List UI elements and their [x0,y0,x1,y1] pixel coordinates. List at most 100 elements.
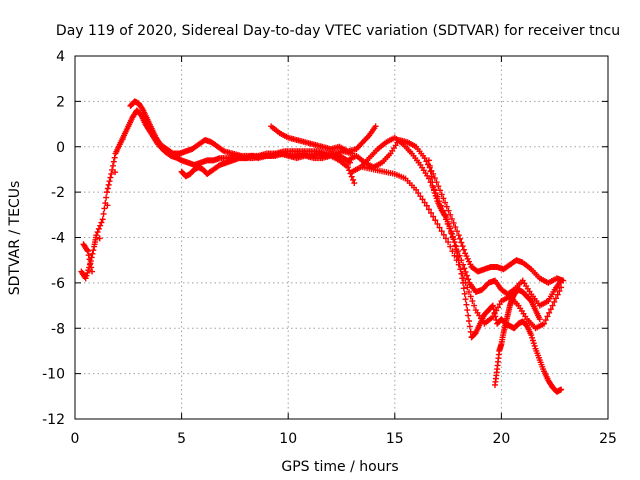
x-tick-label: 20 [492,431,510,447]
data-point [431,175,438,182]
data-point [465,312,472,319]
data-point [436,224,443,231]
y-tick-label: -10 [42,367,65,383]
data-point [494,304,501,311]
data-point [542,317,549,324]
data-point [101,205,108,212]
data-point [448,230,455,237]
data-point [89,268,96,275]
data-point [95,225,102,232]
data-point [100,210,107,217]
data-point [549,302,556,309]
data-point [462,296,469,303]
data-point [351,180,358,187]
data-point [87,260,94,267]
data-point [427,168,434,175]
data-point [436,187,443,194]
data-point [544,313,551,320]
data-point [431,190,438,197]
data-point [440,231,447,238]
plot-frame [74,55,609,420]
data-point [86,256,93,263]
data-point [106,178,113,185]
data-point [423,202,430,209]
data-point [83,272,90,279]
data-point [88,264,95,271]
data-point [455,232,462,239]
data-point [421,155,428,162]
series-track-h [425,157,565,395]
data-point [90,247,97,254]
data-point [467,261,474,268]
data-point [451,239,458,246]
data-point [445,207,452,214]
data-point [84,248,91,255]
data-point [556,288,563,295]
data-point [443,203,450,210]
ticks-layer: 0 5 10 15 20 25 -12 -10 -8 -6 -4 -2 0 2 4 [42,49,617,447]
data-point [467,293,474,300]
data-point [489,302,496,309]
series-track-c [178,150,354,180]
series-track-e [344,136,567,286]
data-point [372,123,379,130]
data-point [461,290,468,297]
data-point [110,158,117,165]
data-point [103,189,110,196]
data-point [552,295,559,302]
data-point [447,211,454,218]
data-point [471,302,478,309]
data-point [531,342,538,349]
data-point [438,228,445,235]
data-point [536,316,543,323]
grid-layer [75,56,608,419]
data-point [431,187,438,194]
points-layer [78,98,567,395]
y-tick-label: -4 [51,231,65,247]
data-point [432,192,439,199]
data-point [529,334,536,341]
series-track-a [78,107,358,282]
data-point [448,228,455,235]
data-point [419,196,426,203]
data-point [530,340,537,347]
data-point [108,170,115,177]
y-tick-label: -8 [51,321,65,337]
data-point [103,194,110,201]
data-point [457,266,464,273]
data-point [450,219,457,226]
data-point [448,215,455,222]
y-tick-label: -2 [51,185,65,201]
data-point [459,243,466,250]
series-track-b [80,98,356,275]
x-tick-label: 25 [599,431,617,447]
data-point [413,186,420,193]
data-point [462,250,469,257]
data-point [425,157,432,164]
data-point [109,162,116,169]
data-point [430,213,437,220]
data-point [496,301,503,308]
data-point [460,279,467,286]
data-point [449,248,456,255]
data-point [450,236,457,243]
data-point [432,217,439,224]
data-point [467,328,474,335]
data-point [465,258,472,265]
data-point [433,195,440,202]
y-tick-label: -12 [42,412,65,428]
data-point [463,272,470,279]
data-point [558,284,565,291]
data-point [89,250,96,257]
data-point [428,209,435,216]
data-point [107,174,114,181]
data-point [453,246,460,253]
data-point [541,320,548,327]
data-point [445,239,452,246]
data-point [558,386,565,393]
data-point [99,216,106,223]
data-point [452,242,459,249]
data-point [435,183,442,190]
y-tick-label: 4 [56,49,65,65]
